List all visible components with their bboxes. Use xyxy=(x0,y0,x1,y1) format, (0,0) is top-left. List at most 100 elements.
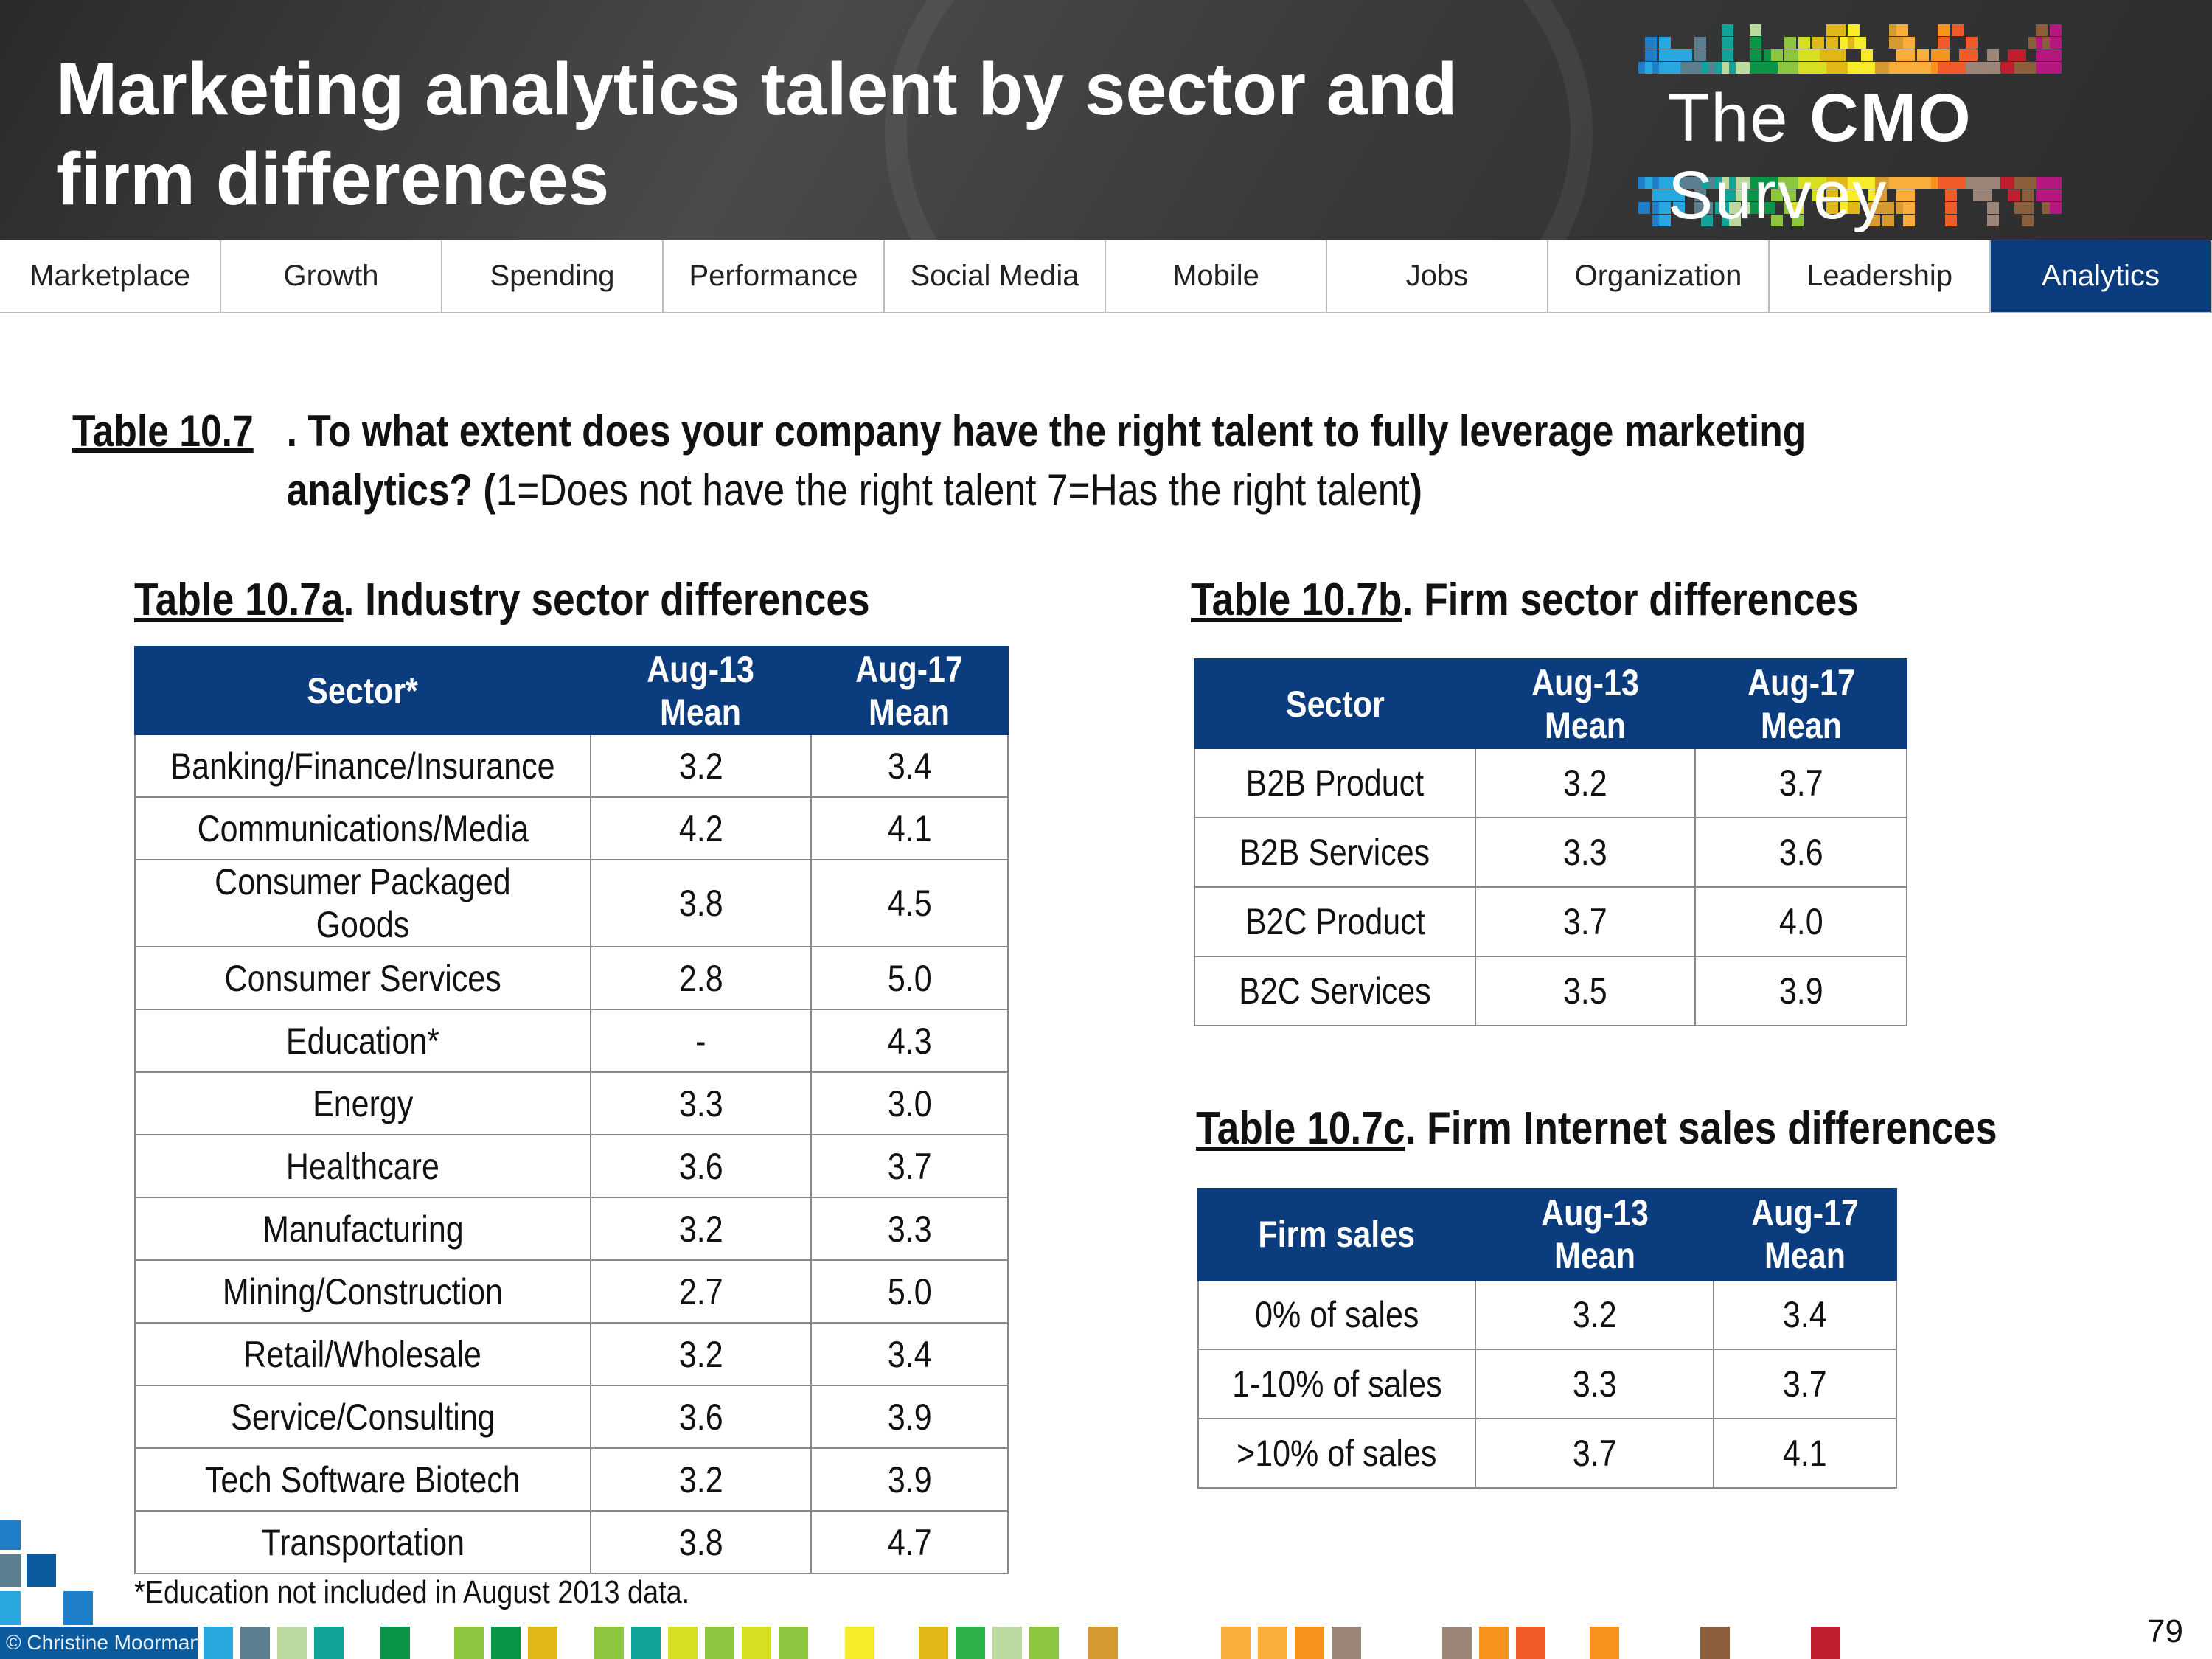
logo-pixel xyxy=(1750,189,1762,201)
tab-leadership[interactable]: Leadership xyxy=(1770,240,1991,312)
logo-pixel xyxy=(1728,202,1741,214)
header-row: Sector* Aug-13 Mean Aug-17 Mean xyxy=(134,646,1009,735)
logo-pixel xyxy=(1854,37,1866,49)
cell-text: Tech Software Biotech xyxy=(205,1458,521,1500)
table-row: Consumer Services 2.8 5.0 xyxy=(134,946,1009,1010)
question-heading: Table 10.7. To what extent does your com… xyxy=(72,402,1806,520)
aug17-mean: 3.4 xyxy=(1713,1279,1897,1350)
cell-text: 3.8 xyxy=(678,1521,723,1563)
logo-pixel xyxy=(1659,37,1672,49)
color-square xyxy=(845,1627,874,1659)
table-row: Education* - 4.3 xyxy=(134,1009,1009,1073)
aug17-mean: 4.1 xyxy=(1713,1418,1897,1489)
column-header: Aug-13 Mean xyxy=(1474,658,1697,749)
logo-pixel xyxy=(2021,202,2034,214)
logo-pixel xyxy=(1701,202,1714,214)
logo-pixel xyxy=(1944,202,1957,214)
logo-pixel xyxy=(1659,215,1672,226)
logo-pixel xyxy=(1770,49,1783,61)
column-header-text: Aug-17 Mean xyxy=(855,648,964,733)
cell-text: Consumer Services xyxy=(224,957,501,999)
logo-pixel xyxy=(2049,62,2062,74)
column-header-text: Aug-17 Mean xyxy=(1747,661,1855,746)
logo-pixel xyxy=(2049,24,2062,36)
logo-pixel xyxy=(1680,49,1692,61)
logo-pixel xyxy=(1875,189,1888,201)
table-row: 1-10% of sales 3.3 3.7 xyxy=(1197,1349,1897,1419)
question-end: ) xyxy=(1409,465,1422,515)
aug13-mean: 3.2 xyxy=(589,1447,812,1512)
aug13-mean: 2.7 xyxy=(589,1259,812,1324)
logo-pixel xyxy=(1986,215,1999,226)
cell-text: Mining/Construction xyxy=(222,1270,503,1312)
aug13-mean: 3.8 xyxy=(589,1510,812,1574)
cell-text: 3.3 xyxy=(887,1208,932,1250)
logo-pixel xyxy=(1722,37,1734,49)
aug17-mean: 3.9 xyxy=(810,1447,1009,1512)
cell-text: 3.7 xyxy=(1563,901,1608,942)
row-label: Mining/Construction xyxy=(134,1259,591,1324)
color-square xyxy=(491,1627,521,1659)
table-row: 0% of sales 3.2 3.4 xyxy=(1197,1279,1897,1350)
aug13-mean: 3.7 xyxy=(1474,886,1697,957)
cell-text: 4.1 xyxy=(887,807,932,849)
aug17-mean: 4.1 xyxy=(810,796,1009,860)
aug17-mean: 3.0 xyxy=(810,1071,1009,1135)
aug17-mean: 3.7 xyxy=(1694,748,1907,818)
tab-marketplace[interactable]: Marketplace xyxy=(0,240,221,312)
logo-pixel xyxy=(1701,215,1714,226)
aug17-mean: 3.4 xyxy=(810,1322,1009,1386)
aug13-mean: 3.2 xyxy=(1474,1279,1715,1350)
table-row: B2B Services 3.3 3.6 xyxy=(1194,817,1907,888)
row-label: 0% of sales xyxy=(1197,1279,1476,1350)
cell-text: 3.2 xyxy=(1572,1294,1617,1335)
cell-text: 3.6 xyxy=(678,1396,723,1438)
row-label: Communications/Media xyxy=(134,796,591,860)
aug17-mean: 3.9 xyxy=(1694,956,1907,1026)
cell-text: 3.6 xyxy=(678,1145,723,1187)
logo-pixel xyxy=(1903,49,1916,61)
tab-spending[interactable]: Spending xyxy=(442,240,664,312)
color-square xyxy=(1332,1627,1361,1659)
tab-analytics[interactable]: Analytics xyxy=(1991,240,2212,312)
cell-text: 4.1 xyxy=(1783,1433,1827,1474)
tab-mobile[interactable]: Mobile xyxy=(1106,240,1327,312)
cell-text: 3.9 xyxy=(887,1458,932,1500)
cell-text: 3.2 xyxy=(678,745,723,787)
aug13-mean: 3.2 xyxy=(589,1322,812,1386)
color-square xyxy=(779,1627,808,1659)
tab-social-media[interactable]: Social Media xyxy=(885,240,1106,312)
aug17-mean: 3.6 xyxy=(1694,817,1907,888)
table-label: Table 10.7 xyxy=(72,406,254,456)
logo-pixel xyxy=(1986,49,1999,61)
tab-performance[interactable]: Performance xyxy=(664,240,885,312)
logo-post: Survey xyxy=(1668,158,1888,233)
aug13-mean: 3.2 xyxy=(589,734,812,798)
logo-pixel xyxy=(1694,37,1706,49)
logo-pixel xyxy=(1882,215,1894,226)
logo-pixel xyxy=(1938,37,1950,49)
row-label: Transportation xyxy=(134,1510,591,1574)
cell-text: Banking/Finance/Insurance xyxy=(170,745,555,787)
cell-text: 3.9 xyxy=(887,1396,932,1438)
cmo-survey-logo: The CMO Survey xyxy=(1668,80,2212,234)
cell-text: 5.0 xyxy=(887,1270,932,1312)
tab-jobs[interactable]: Jobs xyxy=(1327,240,1548,312)
cell-text: B2C Product xyxy=(1245,901,1425,942)
color-square xyxy=(528,1627,557,1659)
column-header: Aug-13 Mean xyxy=(589,646,812,735)
color-square xyxy=(454,1627,484,1659)
table-row: Banking/Finance/Insurance 3.2 3.4 xyxy=(134,734,1009,798)
copyright-credit: © Christine Moorman xyxy=(0,1627,201,1659)
table-row: B2B Product 3.2 3.7 xyxy=(1194,748,1907,818)
color-square xyxy=(314,1627,344,1659)
tab-growth[interactable]: Growth xyxy=(221,240,442,312)
question-line-1: To what extent does your company have th… xyxy=(307,406,1806,456)
logo-pixel xyxy=(1791,202,1804,214)
cell-text: 4.2 xyxy=(678,807,723,849)
cell-text: 3.5 xyxy=(1563,970,1608,1012)
tab-organization[interactable]: Organization xyxy=(1548,240,1770,312)
aug13-mean: 3.5 xyxy=(1474,956,1697,1026)
cell-text: 3.3 xyxy=(678,1082,723,1124)
color-square xyxy=(992,1627,1022,1659)
